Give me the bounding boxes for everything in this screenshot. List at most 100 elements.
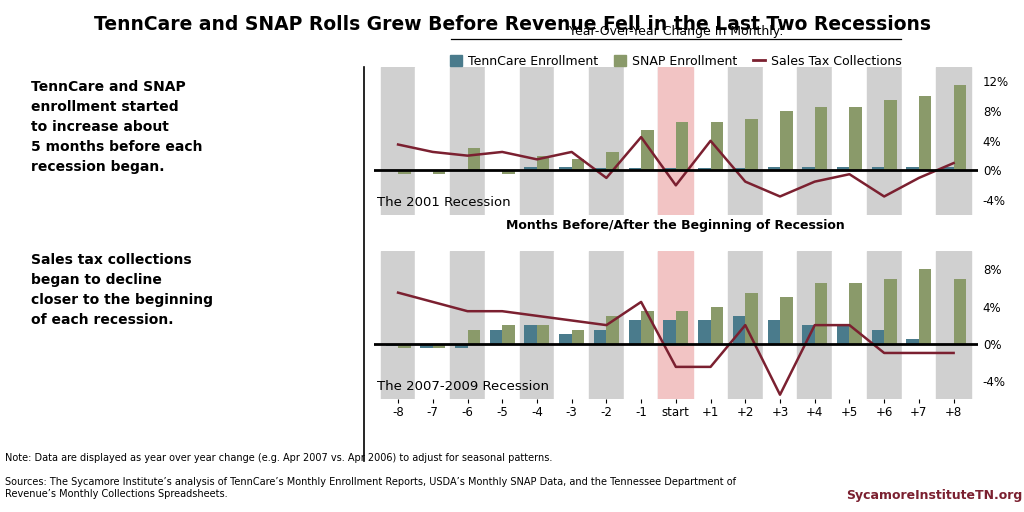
Bar xyxy=(571,330,584,344)
Bar xyxy=(624,67,658,215)
Bar xyxy=(833,67,866,215)
Bar xyxy=(519,67,554,215)
Bar xyxy=(664,168,676,170)
Bar xyxy=(815,283,827,344)
Bar xyxy=(381,251,416,399)
Bar xyxy=(884,279,897,344)
Bar xyxy=(559,334,571,344)
Bar xyxy=(768,321,780,344)
Text: TennCare and SNAP
enrollment started
to increase about
5 months before each
rece: TennCare and SNAP enrollment started to … xyxy=(32,80,203,174)
Bar xyxy=(780,297,793,344)
Bar xyxy=(919,96,932,170)
Bar xyxy=(524,325,537,344)
Bar xyxy=(629,168,641,170)
Bar xyxy=(953,85,966,170)
Bar xyxy=(798,251,833,399)
Bar xyxy=(866,251,901,399)
Text: TennCare and SNAP Rolls Grew Before Revenue Fell in the Last Two Recessions: TennCare and SNAP Rolls Grew Before Reve… xyxy=(93,15,931,34)
Bar xyxy=(433,344,445,348)
Bar xyxy=(629,321,641,344)
Bar xyxy=(884,100,897,170)
Bar xyxy=(420,344,433,348)
Bar xyxy=(606,316,618,344)
Bar xyxy=(733,316,745,344)
Bar xyxy=(901,67,936,215)
Bar xyxy=(502,170,515,174)
Bar xyxy=(763,67,798,215)
Bar xyxy=(698,321,711,344)
Bar xyxy=(676,311,688,344)
Bar xyxy=(489,330,502,344)
Bar xyxy=(901,251,936,399)
Bar xyxy=(728,67,763,215)
Bar xyxy=(763,251,798,399)
Bar xyxy=(416,251,451,399)
Bar xyxy=(554,67,589,215)
Bar xyxy=(768,167,780,170)
Bar xyxy=(837,325,850,344)
Bar xyxy=(780,111,793,170)
Bar xyxy=(468,330,480,344)
Bar xyxy=(698,168,711,170)
Bar xyxy=(711,122,723,170)
Bar xyxy=(559,167,571,170)
Bar xyxy=(815,108,827,170)
Bar xyxy=(524,167,537,170)
Bar xyxy=(676,122,688,170)
Bar xyxy=(745,118,758,170)
Bar xyxy=(485,251,519,399)
Bar xyxy=(658,67,693,215)
Bar xyxy=(416,67,451,215)
Bar xyxy=(398,170,411,174)
Bar xyxy=(658,251,693,399)
Bar xyxy=(468,148,480,170)
Bar xyxy=(906,167,919,170)
Bar xyxy=(802,325,815,344)
Bar xyxy=(519,251,554,399)
Bar xyxy=(594,168,606,170)
Bar xyxy=(711,307,723,344)
Bar xyxy=(850,283,862,344)
Text: Year-Over-Year Change In Monthly:: Year-Over-Year Change In Monthly: xyxy=(568,26,783,38)
Text: The 2007-2009 Recession: The 2007-2009 Recession xyxy=(377,380,549,393)
Bar xyxy=(381,67,416,215)
Bar xyxy=(386,344,398,347)
Text: SycamoreInstituteTN.org: SycamoreInstituteTN.org xyxy=(846,489,1022,502)
Bar xyxy=(589,67,624,215)
Bar xyxy=(433,170,445,174)
Bar xyxy=(693,67,728,215)
Bar xyxy=(589,251,624,399)
Bar xyxy=(398,344,411,348)
Bar xyxy=(733,168,745,170)
Bar xyxy=(871,167,884,170)
Bar xyxy=(728,251,763,399)
Text: Sources: The Sycamore Institute’s analysis of TennCare’s Monthly Enrollment Repo: Sources: The Sycamore Institute’s analys… xyxy=(5,477,736,499)
Bar xyxy=(537,325,550,344)
Bar xyxy=(594,330,606,344)
Legend: TennCare Enrollment, SNAP Enrollment, Sales Tax Collections: TennCare Enrollment, SNAP Enrollment, Sa… xyxy=(444,50,907,73)
Bar xyxy=(554,251,589,399)
Text: Months Before/After the Beginning of Recession: Months Before/After the Beginning of Rec… xyxy=(507,219,845,232)
Bar xyxy=(664,321,676,344)
Bar xyxy=(641,130,653,170)
Bar xyxy=(658,251,693,399)
Bar xyxy=(658,67,693,215)
Bar xyxy=(866,67,901,215)
Bar xyxy=(850,108,862,170)
Bar xyxy=(571,159,584,170)
Bar xyxy=(953,279,966,344)
Bar xyxy=(451,251,485,399)
Bar xyxy=(451,67,485,215)
Text: Note: Data are displayed as year over year change (e.g. Apr 2007 vs. Apr 2006) t: Note: Data are displayed as year over ye… xyxy=(5,453,553,463)
Text: The 2001 Recession: The 2001 Recession xyxy=(377,196,510,209)
Text: Sales tax collections
began to decline
closer to the beginning
of each recession: Sales tax collections began to decline c… xyxy=(32,253,213,327)
Bar xyxy=(833,251,866,399)
Bar xyxy=(606,152,618,170)
Bar xyxy=(502,325,515,344)
Bar xyxy=(745,293,758,344)
Bar xyxy=(906,339,919,344)
Bar xyxy=(485,67,519,215)
Bar xyxy=(919,269,932,344)
Bar xyxy=(455,344,468,348)
Bar xyxy=(936,251,971,399)
